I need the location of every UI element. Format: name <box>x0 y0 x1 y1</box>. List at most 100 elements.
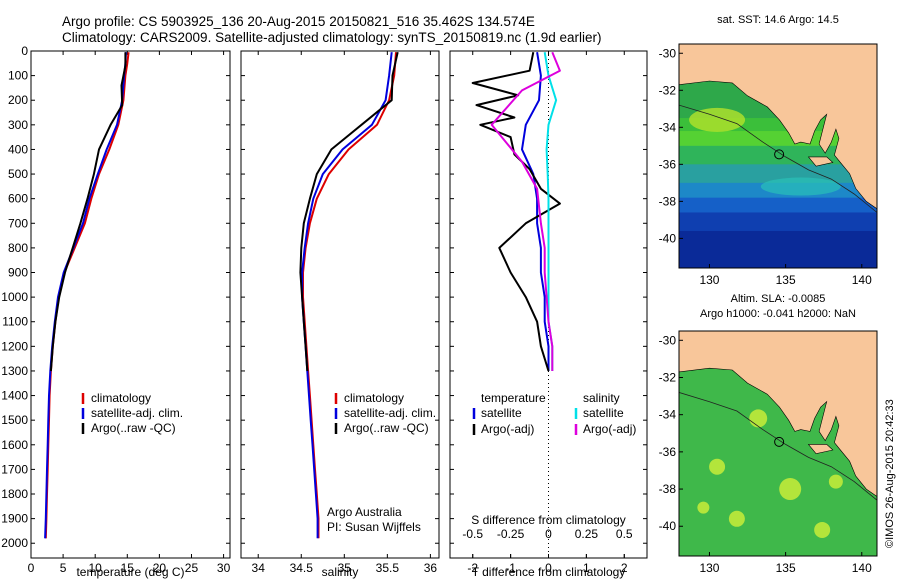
legend-label: climatology <box>91 391 151 405</box>
sla-anomaly-blob <box>697 501 710 514</box>
x-tick-label: 30 <box>217 561 231 575</box>
sst-band <box>679 212 877 232</box>
legend-label: satellite <box>583 406 624 420</box>
sst-warm-patch <box>689 107 746 132</box>
sst-patch <box>760 177 841 196</box>
legend-label: Argo(-adj) <box>583 422 636 436</box>
depth-tick-label: 100 <box>8 69 28 83</box>
series-line-argo-raw-qc- <box>49 52 127 372</box>
x-tick-label: 35 <box>338 561 352 575</box>
kangaroo-island <box>807 444 834 455</box>
map-1-content <box>679 44 877 268</box>
x-tick-label: 34 <box>252 561 266 575</box>
x-tick-label: 10 <box>89 561 103 575</box>
x-axis-label: salinity <box>322 565 359 579</box>
x-tick-label: 25 <box>185 561 199 575</box>
depth-tick-label: 2000 <box>1 536 28 550</box>
sst-band <box>679 197 877 214</box>
kangaroo-island <box>807 156 834 167</box>
sst-band <box>679 230 877 268</box>
x-axis-label: T difference from climatology <box>472 565 626 579</box>
depth-tick-label: 300 <box>8 118 28 132</box>
lat-tick-label: -30 <box>659 46 677 60</box>
argo-position-marker <box>774 149 785 160</box>
salinity-diff-tick-label: -0.25 <box>497 527 525 541</box>
sla-anomaly-blob <box>828 474 843 489</box>
sla-anomaly-blob <box>814 521 831 538</box>
x-tick-label: 0 <box>28 561 35 575</box>
profile-panel-1-frame <box>30 50 231 559</box>
x-tick-label: -1 <box>505 561 516 575</box>
depth-tick-label: 1100 <box>2 315 28 329</box>
lon-tick-label: 140 <box>852 273 872 287</box>
salinity-diff-axis-label: S difference from climatology <box>471 513 626 527</box>
depth-tick-label: 1600 <box>1 438 28 452</box>
profile-title: Argo profile: CS 5903925_136 20-Aug-2015… <box>62 14 535 29</box>
depth-tick-label: 900 <box>8 266 28 280</box>
sla-anomaly-blob <box>749 409 768 428</box>
lon-tick-label: 135 <box>776 561 796 575</box>
legend-label: Argo(..raw -QC) <box>91 421 176 435</box>
salinity-diff-tick-label: 0.25 <box>575 527 599 541</box>
legend-header-temperature: temperature <box>481 391 546 405</box>
x-tick-label: 36 <box>424 561 438 575</box>
lat-tick-label: -36 <box>659 157 677 171</box>
x-tick-label: 5 <box>60 561 67 575</box>
lon-tick-label: 135 <box>776 273 796 287</box>
sla-anomaly-blob <box>728 510 745 527</box>
lat-tick-label: -34 <box>659 120 677 134</box>
land-mass <box>679 331 877 497</box>
x-tick-label: 0 <box>545 561 552 575</box>
map-1-frame <box>678 43 878 269</box>
depth-tick-label: 800 <box>8 241 28 255</box>
x-axis-label: temperature (deg C) <box>76 565 184 579</box>
legend-header-salinity: salinity <box>583 391 620 405</box>
sla-map-subtitle: Argo h1000: -0.041 h2000: NaN <box>700 308 856 320</box>
depth-tick-label: 1800 <box>1 487 28 501</box>
depth-tick-label: 700 <box>8 216 28 230</box>
lat-tick-label: -40 <box>659 519 677 533</box>
legend-label: satellite-adj. clim. <box>344 406 436 420</box>
lat-tick-label: -30 <box>659 333 677 347</box>
map-2-content <box>679 331 877 556</box>
series-line-satellite-adj-clim- <box>44 52 127 539</box>
depth-tick-label: 500 <box>8 167 28 181</box>
salinity-diff-tick-label: 0 <box>545 527 552 541</box>
bathymetry-contour <box>679 104 877 213</box>
map-2-frame <box>678 330 878 557</box>
depth-tick-label: 1400 <box>1 389 28 403</box>
depth-tick-label: 200 <box>8 93 28 107</box>
annotation-text: Argo Australia <box>327 505 402 519</box>
sla-map-title: Altim. SLA: -0.0085 <box>731 293 826 305</box>
lat-tick-label: -38 <box>659 482 677 496</box>
series-line-argo-adj- <box>490 51 561 371</box>
sst-band <box>679 164 877 184</box>
profile-panel-2-frame <box>240 50 440 559</box>
x-tick-label: -2 <box>467 561 478 575</box>
legend-label: Argo(-adj) <box>481 422 534 436</box>
depth-tick-label: 400 <box>8 142 28 156</box>
lat-tick-label: -38 <box>659 194 677 208</box>
series-line-argo-raw-qc- <box>299 51 399 372</box>
depth-tick-label: 1200 <box>1 339 28 353</box>
salinity-diff-tick-label: 0.5 <box>616 527 633 541</box>
x-tick-label: 35.5 <box>376 561 400 575</box>
legend-label: climatology <box>344 391 404 405</box>
x-tick-label: 15 <box>121 561 135 575</box>
depth-tick-label: 1500 <box>1 413 28 427</box>
lat-tick-label: -32 <box>659 370 677 384</box>
sla-anomaly-blob <box>779 478 802 501</box>
legend-label: Argo(..raw -QC) <box>344 421 429 435</box>
depth-tick-label: 1000 <box>1 290 28 304</box>
depth-tick-label: 1900 <box>1 512 28 526</box>
lat-tick-label: -40 <box>659 231 677 245</box>
depth-tick-label: 1700 <box>1 462 28 476</box>
salinity-diff-tick-label: -0.5 <box>462 527 483 541</box>
depth-tick-label: 0 <box>21 44 28 58</box>
depth-tick-label: 1300 <box>1 364 28 378</box>
lon-tick-label: 130 <box>699 273 719 287</box>
x-tick-label: 20 <box>153 561 167 575</box>
climatology-title: Climatology: CARS2009. Satellite-adjuste… <box>62 30 602 45</box>
lat-tick-label: -34 <box>659 408 677 422</box>
lon-tick-label: 130 <box>699 561 719 575</box>
